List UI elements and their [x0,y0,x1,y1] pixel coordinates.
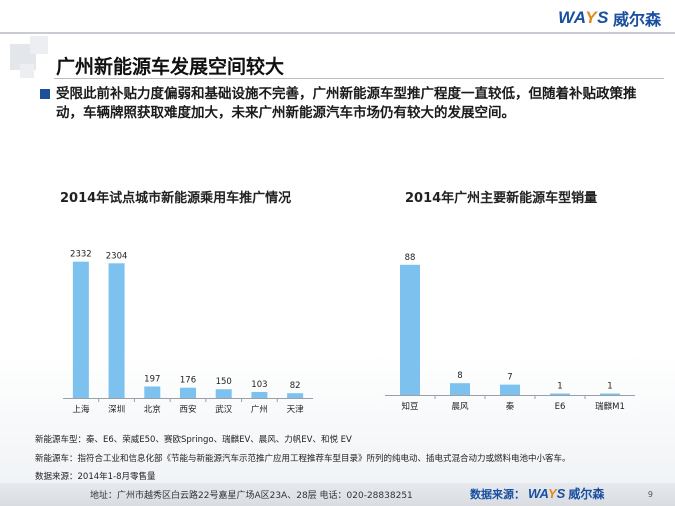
bar [450,383,470,395]
data-label: 197 [144,374,160,384]
intro-text: 受限此前补贴力度偏弱和基础设施不完善，广州新能源车型推广程度一直较低，但随着补贴… [56,86,637,121]
note-source: 数据来源：2014年1-8月零售量 [35,472,156,482]
bar [215,389,232,398]
tick-label: 秦 [506,401,515,412]
footer-address: 地址：广州市越秀区白云路22号嘉星广场A区23A、28层 电话：020-2883… [90,491,413,501]
data-label: 88 [405,253,416,263]
bar [251,391,268,398]
data-label: 82 [290,381,301,391]
bar [108,263,125,398]
square-bullet-icon [40,89,50,99]
page-title: 广州新能源车发展空间较大 [56,56,285,78]
bar [500,384,520,395]
tick-label: 北京 [144,404,161,415]
data-label: 2304 [106,251,128,261]
note-definition: 新能源车：指符合工业和信息化部《节能与新能源汽车示范推广应用工程推荐车型目录》所… [35,454,571,464]
tick-label: 知豆 [401,401,418,412]
tick-label: 瑞麒M1 [595,401,625,412]
decor-square [30,36,48,54]
data-label: 2332 [70,250,92,260]
footer-bar [0,483,675,506]
tick-label: E6 [555,402,566,412]
data-label: 1 [557,382,562,392]
tick-label: 广州 [251,404,268,415]
tick-label: 西安 [179,404,196,415]
header-divider [0,32,675,34]
footer-logo-wordmark: WAYS [528,486,566,501]
bar [144,386,161,398]
data-label: 103 [251,380,267,390]
bar [72,261,89,398]
footer-source-label: 数据来源： [470,487,525,501]
chart-title-models: 2014年广州主要新能源车型销量 [405,191,598,206]
note-models: 新能源车型：秦、E6、荣威E50、赛欧Springo、瑞麒EV、晨风、力帆EV、… [35,435,352,445]
title-divider [54,78,664,79]
decor-square [20,64,34,78]
logo-chinese: 威尔森 [612,10,661,29]
tick-label: 武汉 [215,404,233,415]
data-label: 7 [507,373,512,383]
page-number: 9 [647,490,653,499]
bar [550,393,570,395]
tick-label: 上海 [72,404,90,415]
logo-wordmark: WAYS [558,8,609,27]
chart-title-cities: 2014年试点城市新能源乘用车推广情况 [60,191,292,206]
bar [600,393,620,395]
tick-label: 晨风 [451,402,469,412]
bar [287,393,304,398]
tick-label: 深圳 [108,404,125,415]
data-label: 1 [607,382,612,392]
footer-logo-chinese: 威尔森 [568,487,605,501]
bar [180,387,196,398]
footer-source: 数据来源： WAYS 威尔森 [470,485,604,502]
tick-label: 天津 [287,404,305,415]
brand-logo: WAYS 威尔森 [558,8,661,29]
bar [400,264,420,395]
data-label: 8 [457,371,462,381]
data-label: 176 [180,376,196,386]
data-label: 150 [216,377,232,387]
